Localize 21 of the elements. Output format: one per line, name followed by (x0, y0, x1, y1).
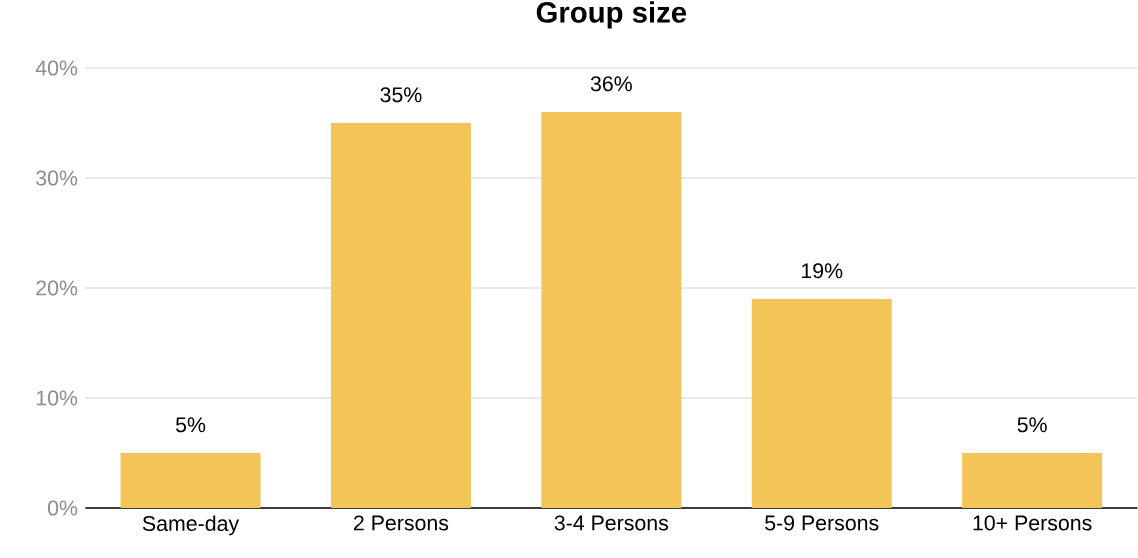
y-tick-label: 10% (36, 390, 78, 406)
y-tick-label: 20% (36, 280, 78, 296)
x-tick-label: 3-4 Persons (554, 515, 669, 531)
bar (330, 123, 471, 508)
data-label: 5% (175, 417, 206, 433)
y-tick-label: 30% (36, 170, 78, 186)
bar (962, 453, 1103, 508)
bar (751, 299, 892, 508)
x-tick-label: Same-day (142, 515, 240, 536)
data-label: 36% (590, 76, 632, 92)
x-tick-label: 2 Persons (353, 515, 449, 531)
data-label: 35% (380, 87, 422, 103)
bar (541, 112, 682, 508)
y-tick-label: 0% (47, 500, 78, 516)
chart-title: Group size (536, 1, 687, 29)
x-tick-label: 5-9 Persons (765, 515, 879, 531)
x-tick-label: 10+ Persons (973, 515, 1092, 531)
y-tick-label: 40% (35, 60, 78, 76)
data-label: 5% (1017, 417, 1047, 433)
bar (120, 453, 261, 508)
data-label: 19% (802, 263, 843, 279)
